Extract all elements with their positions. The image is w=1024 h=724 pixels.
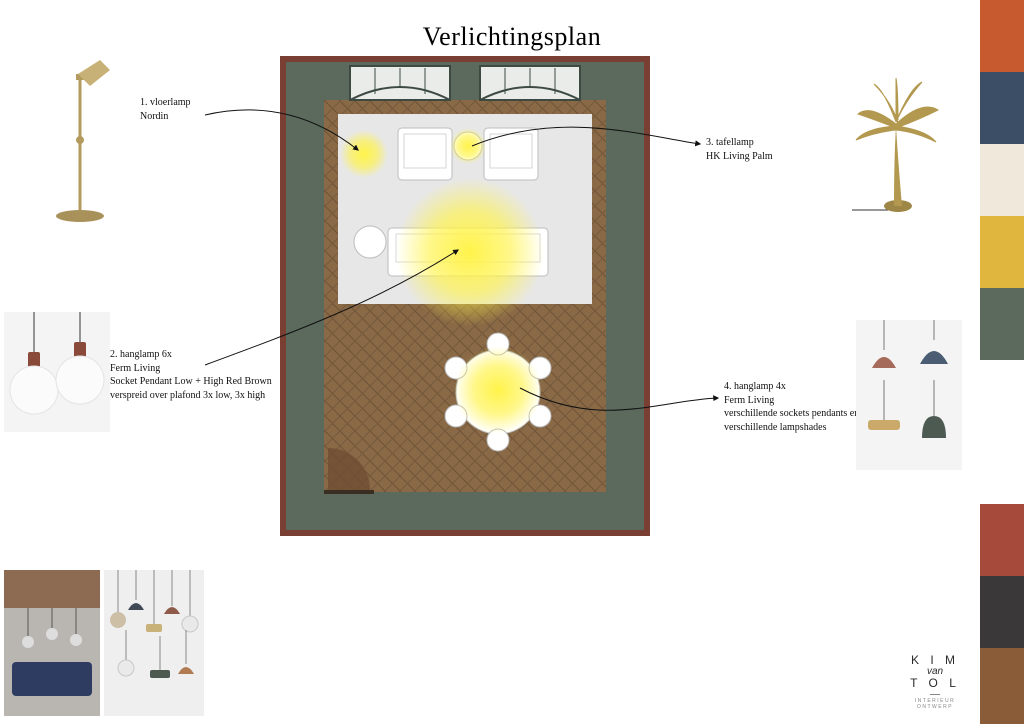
swatch — [980, 72, 1024, 144]
swatch — [980, 0, 1024, 72]
annotation-2: 2. hanglamp 6x Ferm Living Socket Pendan… — [110, 348, 272, 402]
product-pendants-mixed — [856, 320, 962, 470]
swatch — [980, 288, 1024, 360]
annotation-line: 4. hanglamp 4x — [724, 380, 859, 394]
annotation-line: 1. vloerlamp — [140, 96, 191, 110]
pouf — [354, 226, 386, 258]
swatch — [980, 216, 1024, 288]
armchair — [398, 128, 452, 180]
annotation-4: 4. hanglamp 4x Ferm Living verschillende… — [724, 380, 859, 434]
annotation-line: verschillende sockets pendants en — [724, 407, 859, 421]
swatch — [980, 432, 1024, 504]
annotation-line: Ferm Living — [110, 362, 272, 376]
swatch — [980, 360, 1024, 432]
logo-l3: T O L — [902, 676, 968, 690]
window-left — [350, 66, 450, 100]
annotation-line: verspreid over plafond 3x low, 3x high — [110, 389, 272, 403]
annotation-line: 2. hanglamp 6x — [110, 348, 272, 362]
armchair — [484, 128, 538, 180]
annotation-line: verschillende lampshades — [724, 421, 859, 435]
annotation-line: HK Living Palm — [706, 150, 773, 164]
window-right — [480, 66, 580, 100]
swatch — [980, 576, 1024, 648]
annotation-1: 1. vloerlamp Nordin — [140, 96, 191, 123]
room-plan — [280, 56, 650, 536]
logo: K I M van T O L INTERIEUR ONTWERP — [902, 653, 968, 710]
product-floorlamp — [30, 40, 130, 230]
page-title: Verlichtingsplan — [0, 22, 1024, 52]
swatch — [980, 144, 1024, 216]
annotation-line: Nordin — [140, 110, 191, 124]
light-glow — [454, 346, 542, 434]
product-pendants-globe — [4, 312, 110, 432]
logo-l1: K I M — [902, 653, 968, 667]
light-glow — [340, 130, 388, 178]
annotation-line: Socket Pendant Low + High Red Brown — [110, 375, 272, 389]
annotation-line: 3. tafellamp — [706, 136, 773, 150]
product-palm-lamp — [840, 70, 950, 220]
swatch — [980, 648, 1024, 724]
logo-l5: ONTWERP — [902, 704, 968, 710]
light-glow — [396, 178, 544, 326]
inspiration-photos — [4, 570, 204, 716]
palette-column — [980, 0, 1024, 724]
annotation-line: Ferm Living — [724, 394, 859, 408]
light-glow — [450, 128, 486, 164]
swatch — [980, 504, 1024, 576]
annotation-3: 3. tafellamp HK Living Palm — [706, 136, 773, 163]
